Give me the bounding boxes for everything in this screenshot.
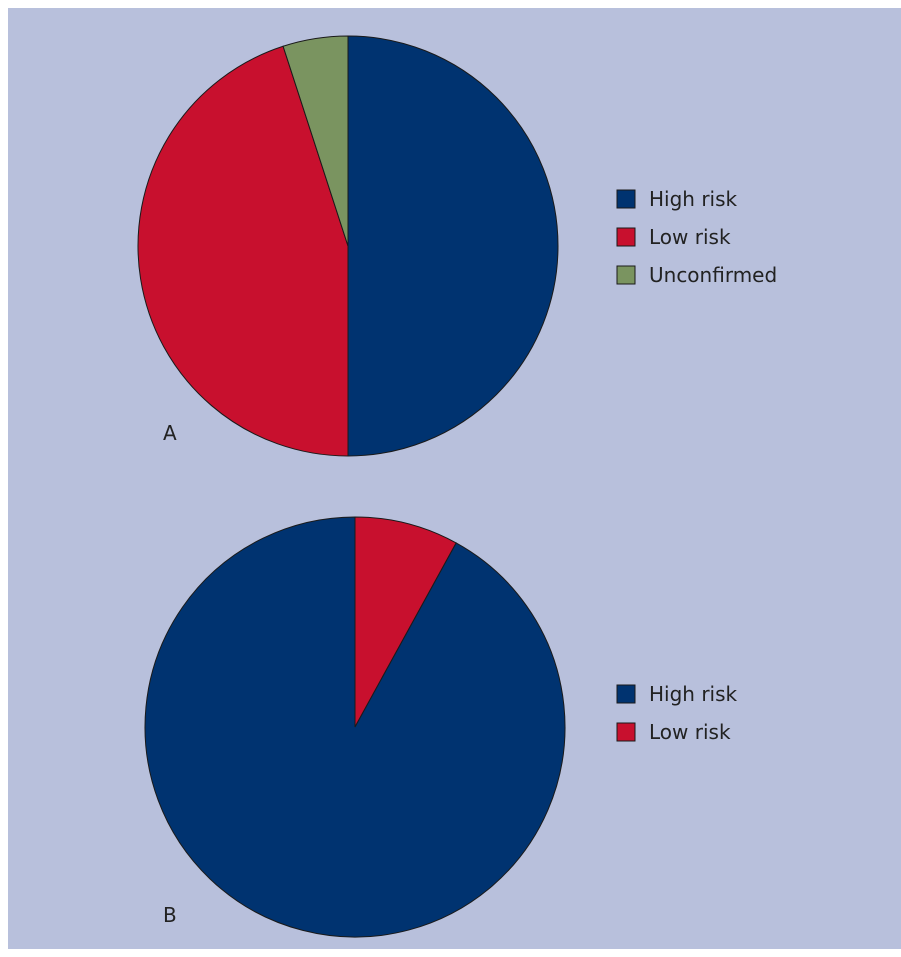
pie-slice-unconfirmed xyxy=(282,35,349,247)
pie-slice-high-risk xyxy=(347,35,559,457)
legend-label-low-risk: Low risk xyxy=(649,225,731,249)
legend-label-high-risk: High risk xyxy=(649,187,738,211)
legend-swatch-low-risk xyxy=(616,227,636,247)
pie-chart-b: B High risk Low risk xyxy=(144,516,738,938)
panel-label-a: A xyxy=(163,421,177,445)
pie-slice-low-risk xyxy=(137,45,349,457)
legend-swatch-low-risk xyxy=(616,722,636,742)
pie-slice-low-risk xyxy=(354,516,457,728)
legend: High risk Low risk Unconfirmed xyxy=(616,187,777,287)
legend-swatch-unconfirmed xyxy=(616,265,636,285)
pie-slice-high-risk xyxy=(144,516,566,938)
legend-label-unconfirmed: Unconfirmed xyxy=(649,263,777,287)
panel-label-b: B xyxy=(163,903,177,927)
legend-swatch-high-risk xyxy=(616,684,636,704)
legend-label-high-risk: High risk xyxy=(649,682,738,706)
legend: High risk Low risk xyxy=(616,682,738,744)
legend-label-low-risk: Low risk xyxy=(649,720,731,744)
pie-chart-a: A High risk Low risk Unconfirmed xyxy=(137,35,777,457)
legend-swatch-high-risk xyxy=(616,189,636,209)
